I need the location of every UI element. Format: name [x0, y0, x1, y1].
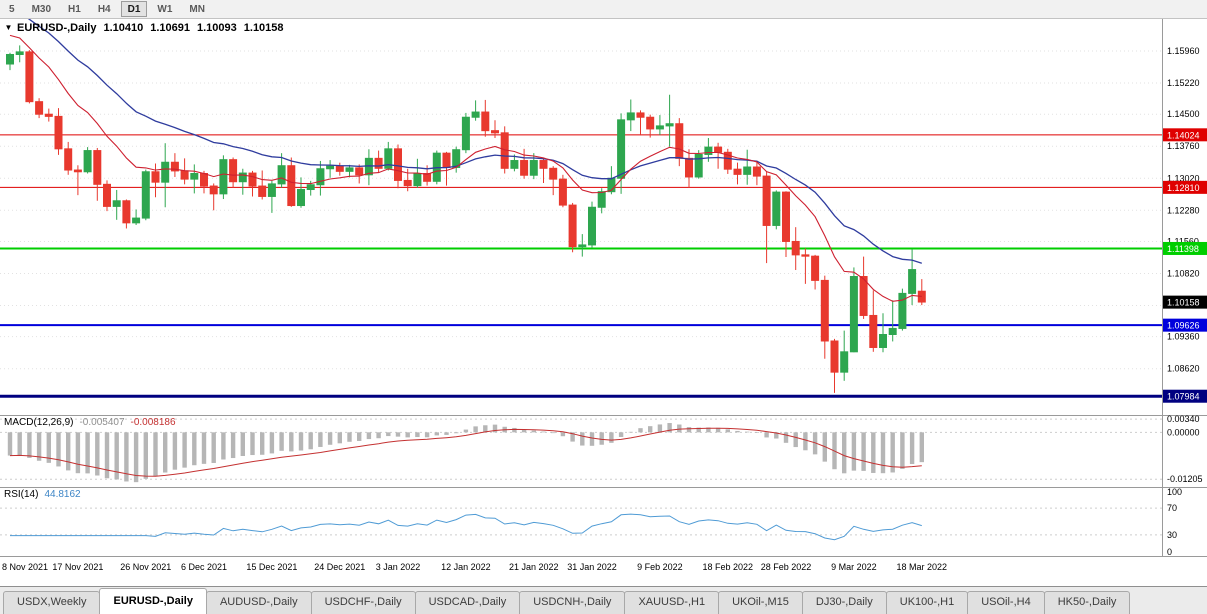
timeframe-button-w1[interactable]: W1 — [150, 1, 179, 17]
svg-text:8 Nov 2021: 8 Nov 2021 — [2, 562, 48, 572]
svg-text:1.14500: 1.14500 — [1167, 109, 1200, 119]
svg-text:1.08620: 1.08620 — [1167, 364, 1200, 374]
chart-tab-ukoil-m15[interactable]: UKOil-,M15 — [718, 591, 803, 614]
svg-text:9 Mar 2022: 9 Mar 2022 — [831, 562, 877, 572]
chart-tab-audusd-daily[interactable]: AUDUSD-,Daily — [205, 591, 312, 614]
svg-text:24 Dec 2021: 24 Dec 2021 — [314, 562, 365, 572]
svg-text:1.12810: 1.12810 — [1167, 183, 1200, 193]
svg-text:100: 100 — [1167, 487, 1182, 497]
svg-text:1.10820: 1.10820 — [1167, 268, 1200, 278]
svg-text:17 Nov 2021: 17 Nov 2021 — [52, 562, 103, 572]
svg-text:1.09360: 1.09360 — [1167, 332, 1200, 342]
chart-tab-usoil-h4[interactable]: USOil-,H4 — [967, 591, 1045, 614]
svg-text:0: 0 — [1167, 547, 1172, 557]
timeframe-button-m30[interactable]: M30 — [25, 1, 58, 17]
svg-text:26 Nov 2021: 26 Nov 2021 — [120, 562, 171, 572]
svg-text:21 Jan 2022: 21 Jan 2022 — [509, 562, 559, 572]
svg-text:1.11398: 1.11398 — [1167, 244, 1199, 254]
svg-text:28 Feb 2022: 28 Feb 2022 — [761, 562, 812, 572]
chart-tab-xauusd-h1[interactable]: XAUUSD-,H1 — [624, 591, 720, 614]
svg-text:-0.01205: -0.01205 — [1167, 474, 1203, 484]
chart-canvas[interactable]: 1.15960 1.15220 1.14500 1.13760 1.13020 1.122… — [0, 19, 1207, 586]
svg-text:1.12280: 1.12280 — [1167, 205, 1200, 215]
chart-tab-eurusd-daily[interactable]: EURUSD-,Daily — [99, 588, 207, 614]
svg-text:1.14024: 1.14024 — [1167, 130, 1200, 140]
svg-text:18 Feb 2022: 18 Feb 2022 — [703, 562, 754, 572]
svg-text:31 Jan 2022: 31 Jan 2022 — [567, 562, 617, 572]
chart-tab-uk100-h1[interactable]: UK100-,H1 — [885, 591, 969, 614]
svg-text:1.13020: 1.13020 — [1167, 173, 1200, 183]
timeframe-toolbar: 5 M30 H1 H4 D1 W1 MN — [0, 0, 1207, 19]
chart-tab-usdcnh-daily[interactable]: USDCNH-,Daily — [519, 591, 626, 614]
chart-tab-usdchf-daily[interactable]: USDCHF-,Daily — [310, 591, 416, 614]
timeframe-button-h4[interactable]: H4 — [91, 1, 118, 17]
svg-text:30: 30 — [1167, 530, 1177, 540]
svg-text:1.07984: 1.07984 — [1167, 392, 1200, 402]
svg-text:1.15960: 1.15960 — [1167, 46, 1200, 56]
svg-text:3 Jan 2022: 3 Jan 2022 — [376, 562, 421, 572]
symbol-dropdown-icon[interactable]: ▼ — [4, 23, 13, 32]
chart-tab-bar: USDX,Weekly EURUSD-,Daily AUDUSD-,Daily USD… — [0, 586, 1207, 614]
timeframe-button-mn[interactable]: MN — [182, 1, 212, 17]
svg-text:1.15220: 1.15220 — [1167, 78, 1200, 88]
timeframe-button-h1[interactable]: H1 — [61, 1, 88, 17]
chart-tab-dj30-daily[interactable]: DJ30-,Daily — [801, 591, 887, 614]
svg-text:0.00340: 0.00340 — [1167, 414, 1200, 424]
svg-text:1.13760: 1.13760 — [1167, 141, 1200, 151]
svg-text:12 Jan 2022: 12 Jan 2022 — [441, 562, 491, 572]
svg-text:9 Feb 2022: 9 Feb 2022 — [637, 562, 683, 572]
svg-text:70: 70 — [1167, 503, 1177, 513]
timeframe-button-d1[interactable]: D1 — [120, 1, 148, 17]
svg-text:1.10158: 1.10158 — [1167, 298, 1200, 308]
svg-text:0.00000: 0.00000 — [1167, 427, 1200, 437]
svg-text:6 Dec 2021: 6 Dec 2021 — [181, 562, 227, 572]
chart-tab-usdcad-daily[interactable]: USDCAD-,Daily — [414, 591, 521, 614]
svg-text:18 Mar 2022: 18 Mar 2022 — [897, 562, 948, 572]
svg-text:1.11560: 1.11560 — [1167, 236, 1199, 246]
svg-text:15 Dec 2021: 15 Dec 2021 — [246, 562, 297, 572]
timeframe-button-5[interactable]: 5 — [2, 1, 22, 17]
chart-tab-hk50-daily[interactable]: HK50-,Daily — [1043, 591, 1131, 614]
chart-tab-usdx-weekly[interactable]: USDX,Weekly — [3, 591, 101, 614]
svg-text:1.09626: 1.09626 — [1167, 321, 1200, 331]
